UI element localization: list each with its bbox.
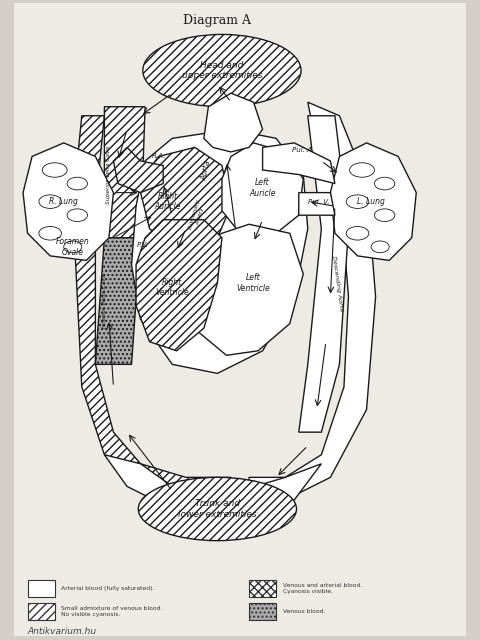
Polygon shape (113, 147, 163, 193)
Polygon shape (299, 116, 348, 432)
Ellipse shape (371, 241, 389, 253)
Polygon shape (23, 143, 113, 260)
Text: Foramen
Ovale: Foramen Ovale (56, 237, 90, 257)
Text: Venous and arterial blood.
Cyanosis visible.: Venous and arterial blood. Cyanosis visi… (283, 583, 362, 594)
Ellipse shape (67, 209, 87, 221)
Polygon shape (222, 143, 303, 234)
Ellipse shape (374, 177, 395, 190)
Text: Venous blood.: Venous blood. (283, 609, 325, 614)
Polygon shape (73, 116, 231, 500)
Polygon shape (190, 224, 303, 355)
Ellipse shape (42, 163, 67, 177)
Ellipse shape (349, 163, 374, 177)
Ellipse shape (67, 177, 87, 190)
Text: Left
Auricle: Left Auricle (249, 179, 276, 198)
Polygon shape (299, 193, 335, 215)
Bar (27, 580, 55, 597)
Text: Pul. A.: Pul. A. (292, 147, 314, 153)
Text: Pulmonary
Artery: Pulmonary Artery (188, 198, 206, 232)
Bar (249, 602, 276, 620)
Bar (27, 602, 55, 620)
Text: Arterial blood (fully saturated).: Arterial blood (fully saturated). (61, 586, 155, 591)
Ellipse shape (64, 241, 82, 253)
Ellipse shape (374, 209, 395, 221)
Bar (249, 580, 276, 597)
Text: Inferior Vena Cava: Inferior Vena Cava (102, 274, 107, 328)
Text: Head and
upper extremities: Head and upper extremities (181, 61, 262, 80)
Ellipse shape (346, 227, 369, 240)
Text: Antikvarium.hu: Antikvarium.hu (27, 627, 96, 636)
Text: Superior Vena Cava: Superior Vena Cava (107, 145, 111, 204)
Text: Aorta: Aorta (200, 159, 213, 181)
Ellipse shape (346, 195, 369, 209)
Polygon shape (105, 455, 321, 518)
Polygon shape (105, 107, 145, 238)
Text: Right
Ventricle: Right Ventricle (156, 278, 189, 297)
Polygon shape (136, 220, 222, 351)
Ellipse shape (143, 35, 301, 107)
Polygon shape (132, 129, 308, 373)
Text: P.V.: P.V. (137, 241, 149, 248)
Polygon shape (204, 93, 263, 152)
Text: R. Lung: R. Lung (49, 197, 78, 206)
Text: Small admixture of venous blood.
No visible cyanosis.: Small admixture of venous blood. No visi… (61, 605, 163, 616)
Ellipse shape (138, 477, 297, 541)
Ellipse shape (39, 227, 61, 240)
Text: L. Lung: L. Lung (357, 197, 385, 206)
Ellipse shape (39, 195, 61, 209)
Text: Right
Auricle: Right Auricle (155, 192, 181, 211)
Text: Pul. V.: Pul. V. (308, 198, 329, 205)
Text: Left
Ventricle: Left Ventricle (237, 273, 270, 292)
Polygon shape (249, 102, 375, 500)
Polygon shape (263, 143, 335, 184)
Text: R.A.: R.A. (152, 154, 166, 159)
Text: Descending Aorta: Descending Aorta (331, 255, 344, 311)
Text: Trunk and
lower extremities: Trunk and lower extremities (178, 499, 257, 518)
Text: Diagram A: Diagram A (183, 14, 252, 28)
Polygon shape (96, 238, 141, 364)
Polygon shape (141, 147, 231, 247)
Polygon shape (330, 143, 416, 260)
